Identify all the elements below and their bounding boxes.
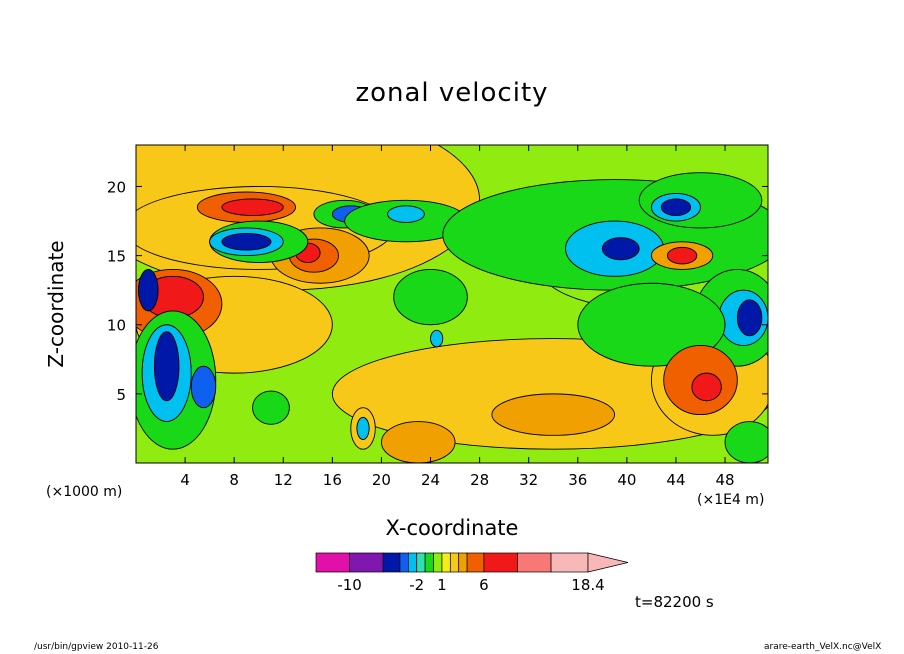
colorbar-segment	[433, 552, 443, 573]
time-label: t=82200 s	[635, 593, 714, 611]
colorbar-segment	[407, 552, 418, 573]
x-tick-label: 8	[229, 471, 239, 489]
plot-area	[135, 144, 769, 464]
contour-region-9	[221, 198, 284, 216]
contour-region-22	[601, 237, 640, 261]
colorbar-label: 18.4	[571, 576, 604, 594]
contour-region-41	[356, 416, 370, 440]
contour-region-30	[736, 299, 763, 337]
contour-region-36	[138, 268, 159, 312]
colorbar-segment	[449, 552, 460, 573]
contour-region-46	[491, 393, 616, 436]
plot-frame	[135, 144, 769, 464]
x-tick-label: 4	[180, 471, 190, 489]
footer-program-date: /usr/bin/gpview 2010-11-26	[34, 642, 159, 652]
x-tick-label: 12	[274, 471, 293, 489]
colorbar: -10 -2 1 6 18.4	[315, 552, 629, 594]
contour-region-19	[387, 205, 425, 223]
chart-title: zonal velocity	[355, 78, 549, 108]
contour-region-38	[393, 268, 468, 326]
contour-region-45	[691, 372, 722, 402]
x-tick-label: 28	[470, 471, 489, 489]
colorbar-segment	[466, 552, 485, 573]
x-axis-unit-right: (×1E4 m)	[697, 492, 765, 508]
colorbar-segment	[416, 552, 426, 573]
x-tick-label: 36	[568, 471, 587, 489]
contour-region-25	[660, 198, 692, 216]
colorbar-segment	[315, 552, 350, 573]
colorbar-segment	[399, 552, 409, 573]
x-axis-unit-left: (×1000 m)	[46, 484, 123, 500]
x-tick-label: 32	[519, 471, 538, 489]
x-tick-label: 24	[421, 471, 440, 489]
y-tick-label: 20	[107, 178, 126, 196]
contour-region-35	[190, 365, 217, 409]
colorbar-arrow	[587, 552, 629, 573]
colorbar-label: 1	[437, 576, 447, 594]
x-tick-label: 16	[323, 471, 342, 489]
contour-region-34	[153, 331, 180, 402]
x-tick-label: 44	[666, 471, 685, 489]
contour-region-37	[252, 390, 290, 425]
x-tick-label: 40	[617, 471, 636, 489]
x-tick-label: 48	[716, 471, 735, 489]
contour-region-31	[577, 282, 726, 367]
contour-region-15	[221, 233, 272, 251]
colorbar-label: -10	[337, 576, 362, 594]
colorbar-segment	[382, 552, 401, 573]
colorbar-segment	[550, 552, 589, 573]
colorbar-segment	[483, 552, 518, 573]
colorbar-segment	[424, 552, 434, 573]
colorbar-label: -2	[409, 576, 424, 594]
contour-region-43	[380, 421, 456, 463]
colorbar-segment	[517, 552, 552, 573]
colorbar-segment	[441, 552, 451, 573]
footer-source-variable: arare-earth_VelX.nc@VelX	[764, 642, 882, 652]
x-tick-label: 20	[372, 471, 391, 489]
colorbar-label: 6	[479, 576, 489, 594]
x-axis-label: X-coordinate	[385, 516, 519, 540]
y-tick-label: 15	[107, 248, 126, 266]
y-tick-label: 10	[107, 317, 126, 335]
contour-region-42	[724, 421, 768, 463]
contour-region-39	[430, 329, 444, 348]
colorbar-segment	[349, 552, 384, 573]
y-tick-label: 5	[116, 386, 126, 404]
colorbar-segment	[458, 552, 468, 573]
contour-region-27	[666, 246, 698, 265]
